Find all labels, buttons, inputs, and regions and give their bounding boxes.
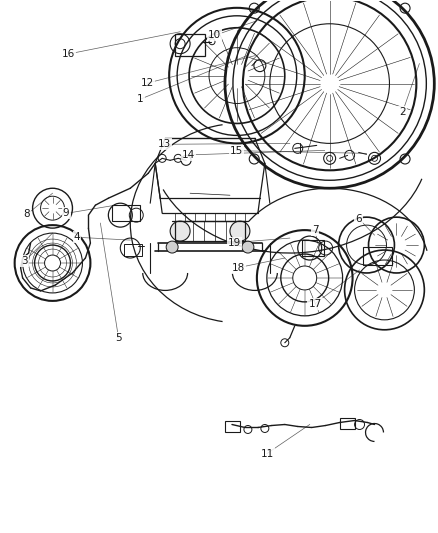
Text: 12: 12 bbox=[140, 78, 154, 88]
Text: 15: 15 bbox=[230, 146, 243, 156]
Text: 6: 6 bbox=[355, 214, 362, 224]
Bar bbox=[124, 244, 142, 256]
Bar bbox=[363, 247, 392, 265]
Text: 5: 5 bbox=[115, 333, 122, 343]
Bar bbox=[175, 34, 205, 55]
Text: 11: 11 bbox=[261, 449, 274, 458]
Bar bbox=[225, 421, 240, 432]
Text: 19: 19 bbox=[228, 238, 241, 248]
Text: 14: 14 bbox=[182, 150, 195, 160]
Text: 2: 2 bbox=[399, 108, 406, 117]
Circle shape bbox=[242, 241, 254, 253]
Text: 1: 1 bbox=[137, 94, 144, 104]
Text: 7: 7 bbox=[312, 225, 318, 236]
Text: 16: 16 bbox=[62, 49, 75, 59]
Text: 10: 10 bbox=[208, 30, 221, 41]
Circle shape bbox=[230, 221, 250, 241]
Circle shape bbox=[170, 221, 190, 241]
Text: 4: 4 bbox=[74, 232, 81, 243]
Bar bbox=[112, 205, 140, 221]
Circle shape bbox=[166, 241, 178, 253]
Text: 13: 13 bbox=[158, 139, 171, 149]
Text: 8: 8 bbox=[24, 209, 30, 220]
Text: 18: 18 bbox=[232, 263, 245, 272]
Bar bbox=[175, 221, 245, 241]
Bar bbox=[339, 417, 355, 430]
Text: 17: 17 bbox=[308, 298, 321, 309]
Text: 3: 3 bbox=[21, 256, 28, 266]
Bar bbox=[302, 240, 324, 256]
Text: 9: 9 bbox=[63, 208, 70, 219]
